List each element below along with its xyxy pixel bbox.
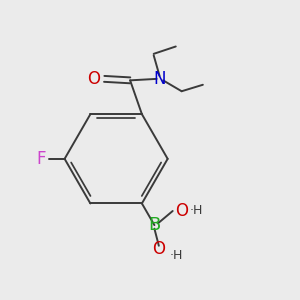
- Text: N: N: [153, 70, 166, 88]
- Text: O: O: [152, 240, 165, 258]
- Text: O: O: [176, 202, 189, 220]
- Text: F: F: [36, 150, 46, 168]
- Text: ·H: ·H: [169, 249, 182, 262]
- Text: B: B: [148, 216, 160, 234]
- Text: ·H: ·H: [190, 205, 203, 218]
- Text: O: O: [87, 70, 100, 88]
